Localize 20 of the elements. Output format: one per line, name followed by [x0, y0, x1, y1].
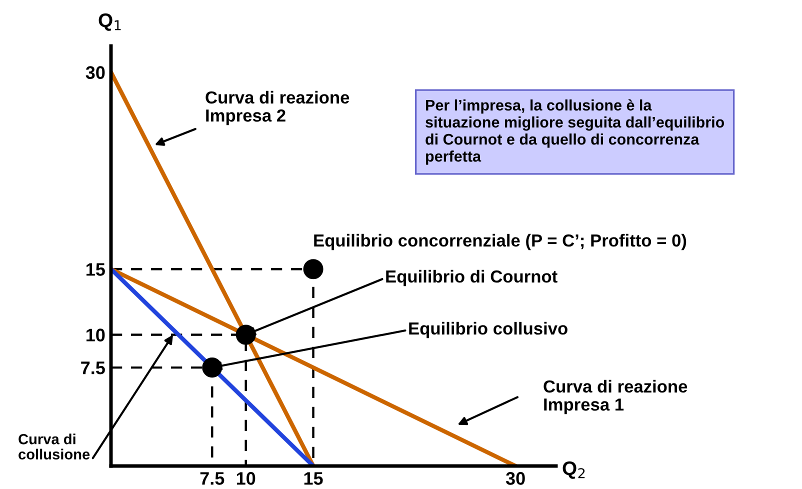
- annotation: Per l’impresa, la collusione è la situazione migliore seguita dall’equilibrio di Cournot e da quello di concorrenza perfetta: [426, 99, 724, 165]
- annotation: Equilibrio di Cournot: [386, 270, 558, 286]
- x-tick-label: 15: [304, 472, 323, 485]
- y-tick-label: 7.5: [81, 362, 105, 374]
- y-tick-label: 15: [86, 263, 105, 276]
- x-tick-label: 10: [236, 472, 256, 485]
- point: [236, 324, 256, 345]
- x-axis-title: Q$_{2}$: [562, 461, 585, 479]
- y-tick-label: 10: [86, 328, 105, 342]
- annotation: Equilibrio concorrenziale (P = C’; Profitto = 0): [314, 234, 686, 250]
- annotation: Curva di reazione Impresa 2: [206, 90, 350, 126]
- y-tick-label: 30: [86, 66, 105, 79]
- point: [202, 358, 222, 378]
- annotation: Equilibrio collusivo: [409, 322, 568, 338]
- x-tick-label: 7.5: [200, 472, 224, 485]
- y-axis-title: Q$_{1}$: [98, 13, 121, 31]
- point: [303, 259, 324, 280]
- x-tick-label: 30: [506, 472, 525, 485]
- annotation: Curva di collusione: [18, 434, 90, 460]
- annotation: Curva di reazione Impresa 1: [544, 380, 688, 414]
